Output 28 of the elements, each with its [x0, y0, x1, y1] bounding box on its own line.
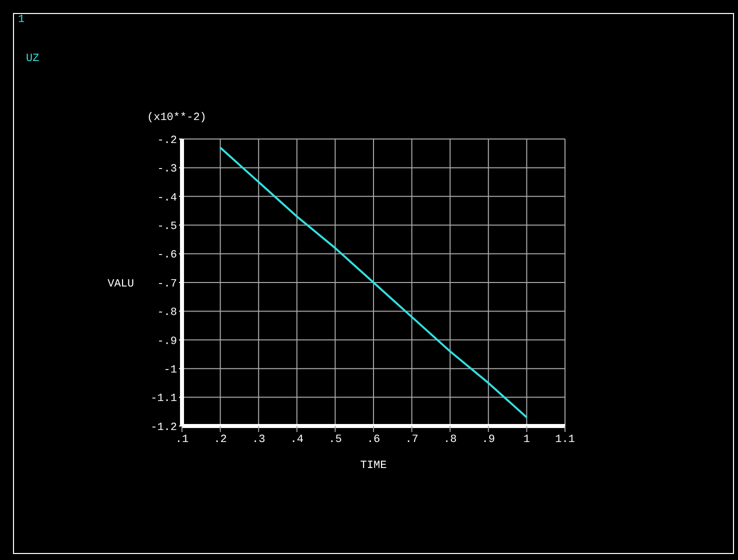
y-tick-label: -.8 — [157, 307, 177, 320]
y-tick-label: -.4 — [157, 192, 178, 204]
y-tick-label: -.7 — [157, 278, 177, 290]
x-tick-label: .8 — [444, 434, 457, 446]
text: 1 — [18, 14, 25, 26]
y-tick-label: -.5 — [157, 221, 177, 234]
x-tick-label: .5 — [328, 434, 342, 446]
text: UZ — [26, 52, 40, 66]
y-tick-label: -1.2 — [150, 422, 177, 434]
y-tick-label: -1.1 — [150, 393, 178, 406]
x-axis-title: TIME — [360, 460, 388, 472]
y-tick-label: -.2 — [157, 134, 177, 147]
y-tick-label: -.3 — [157, 164, 177, 176]
x-tick-label: 1 — [523, 434, 530, 446]
x-tick-label: .7 — [405, 434, 418, 446]
y-axis-title: VALU — [108, 278, 134, 290]
y-tick-label: -1 — [164, 364, 178, 377]
y-tick-label: -.9 — [157, 336, 177, 348]
y-tick-label: -.6 — [157, 250, 177, 262]
x-tick-label: .4 — [290, 434, 304, 446]
line-series — [219, 146, 528, 418]
x-tick-label: .1 — [175, 434, 189, 446]
text: (x10**-2) — [147, 112, 206, 124]
x-tick-label: .6 — [366, 434, 380, 446]
x-tick-label: 1.1 — [555, 434, 576, 446]
x-tick-label: .3 — [252, 434, 266, 446]
x-tick-label: .2 — [214, 434, 227, 446]
x-tick-label: .9 — [482, 434, 495, 446]
